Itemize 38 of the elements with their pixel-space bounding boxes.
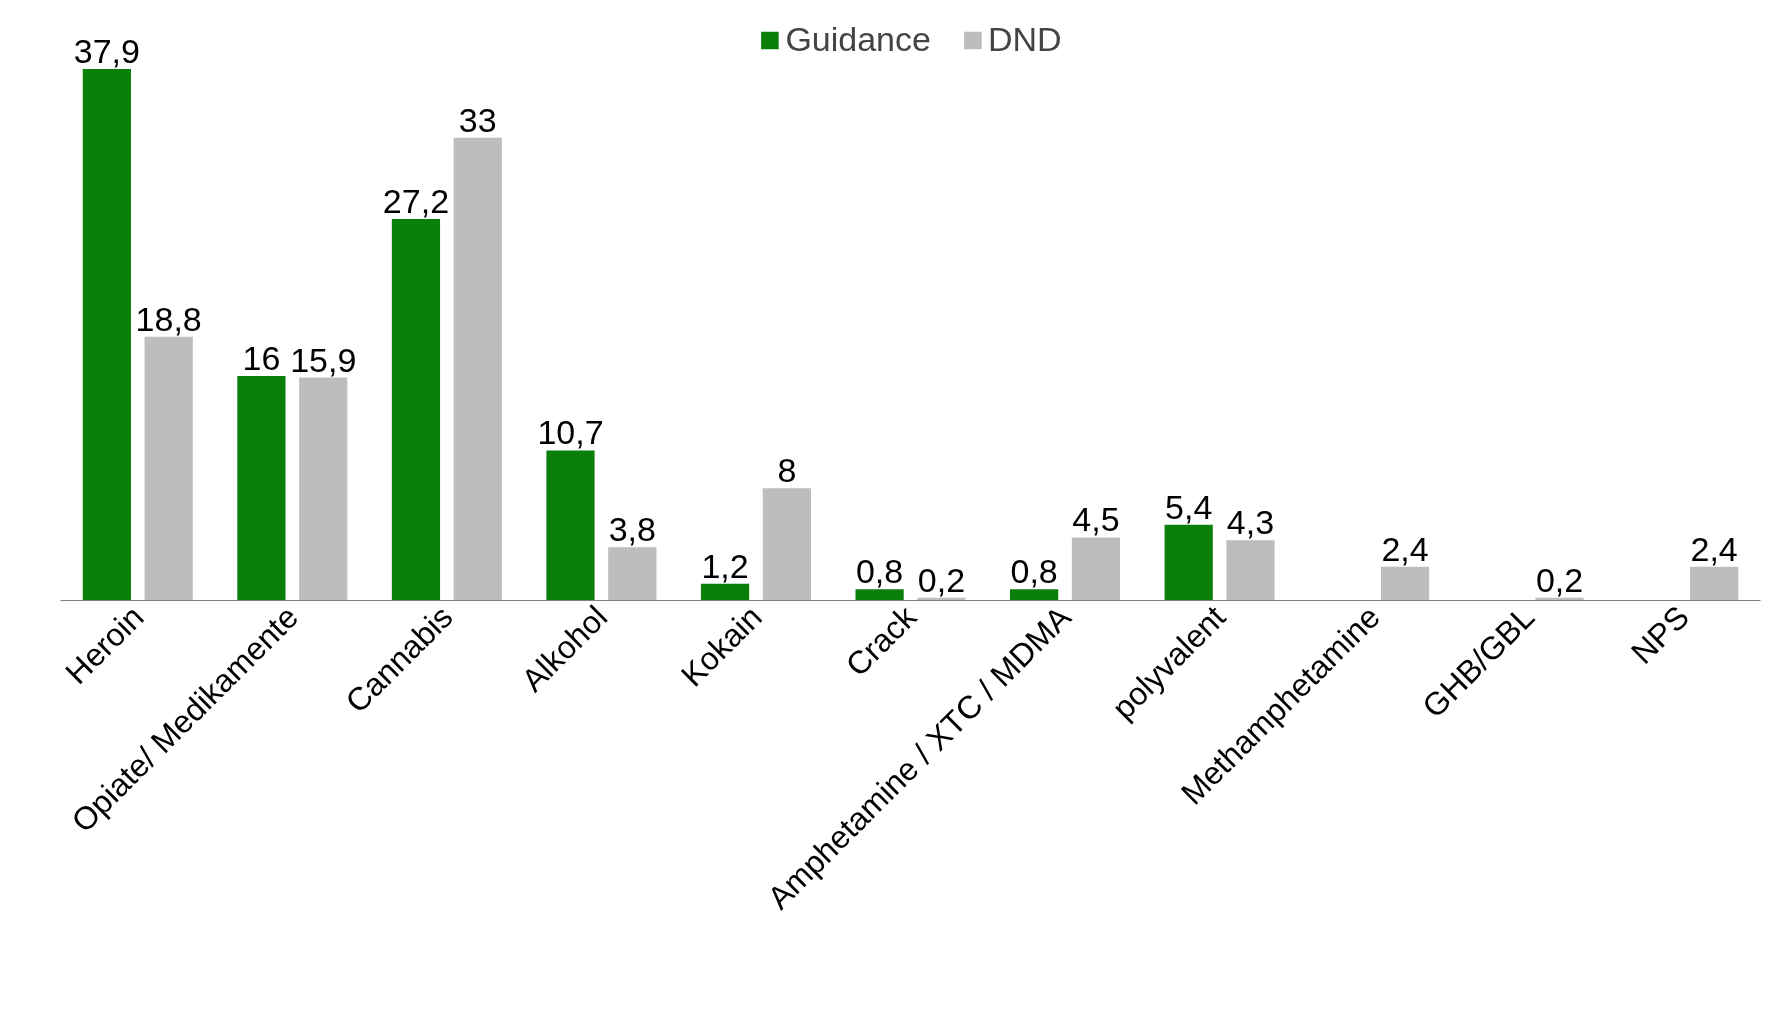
data-label: 0,8 [855, 552, 904, 591]
bar [700, 583, 750, 601]
data-label: 33 [458, 100, 497, 139]
data-label: 4,5 [1072, 500, 1120, 539]
data-label: 0,2 [917, 560, 966, 599]
data-label: 2,4 [1690, 529, 1738, 568]
bar [237, 376, 286, 601]
bar [1226, 540, 1275, 601]
data-label: 5,4 [1165, 487, 1213, 526]
bar [299, 377, 348, 601]
data-label: 2,4 [1381, 529, 1429, 568]
bar [1010, 589, 1059, 601]
data-label: 1,2 [701, 546, 749, 585]
bar [453, 137, 502, 601]
bar [1071, 537, 1121, 601]
bar [855, 589, 904, 601]
data-label: 10,7 [537, 413, 604, 452]
data-label: 0,8 [1010, 552, 1058, 591]
legend-label: Guidance [785, 20, 931, 59]
legend-label: DND [987, 20, 1062, 59]
bar [1164, 524, 1213, 601]
data-label: 8 [777, 451, 797, 490]
data-label: 27,2 [382, 182, 450, 221]
data-label: 18,8 [135, 299, 202, 338]
bar [1380, 566, 1430, 601]
bar [1690, 566, 1739, 601]
data-label: 37,9 [73, 31, 140, 70]
data-label: 4,3 [1226, 503, 1275, 542]
bar [391, 219, 441, 601]
data-label: 15,9 [290, 340, 357, 379]
data-label: 16 [242, 339, 281, 378]
bar [762, 488, 811, 601]
data-label: 3,8 [608, 510, 656, 549]
bar [82, 68, 131, 601]
bar [546, 450, 595, 601]
bar [608, 547, 657, 601]
bar [144, 336, 193, 601]
data-label: 0,2 [1535, 560, 1584, 599]
